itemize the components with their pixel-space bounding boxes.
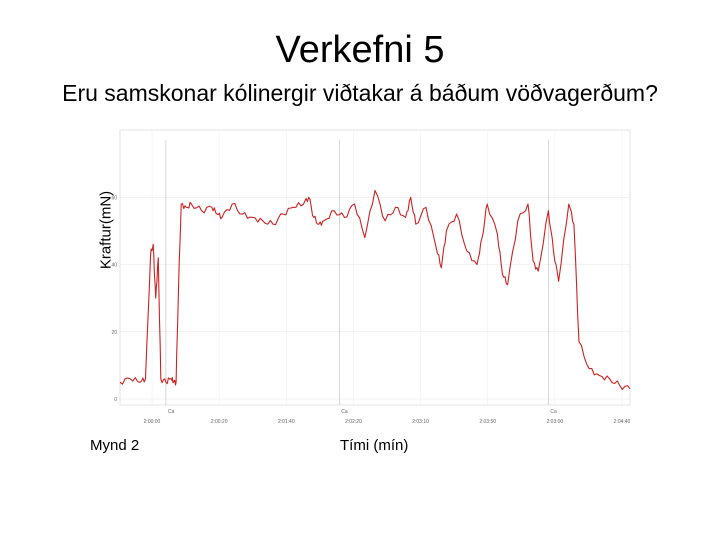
event-marker-label: Ca (341, 409, 348, 415)
series-lines (119, 189, 631, 390)
x-ticks: 2:00:00 2:00:20 2:01:40 2:02:20 2:03:10 2:03:… (144, 419, 631, 425)
figure-caption: Mynd 2 (90, 437, 140, 454)
plot-area (119, 129, 631, 406)
x-tick-label: 2:03:10 (412, 419, 429, 425)
event-marker-label: Ca (550, 409, 557, 415)
y-tick-label: 0 (114, 397, 117, 403)
x-tick-label: 2:01:40 (278, 419, 295, 425)
x-axis-label: Tími (mín) (340, 437, 409, 454)
y-tick-label: 20 (111, 330, 117, 336)
event-marker-label: Ca (168, 409, 175, 415)
y-tick-label: 60 (111, 195, 117, 201)
y-ticks: 0 20 40 60 (111, 195, 117, 403)
slide-subtitle: Eru samskonar kólinergir viðtakar á báðu… (62, 80, 658, 106)
grid-lines (120, 130, 630, 405)
y-tick-label: 40 (111, 263, 117, 269)
x-tick-label: 2:03:00 (547, 419, 564, 425)
x-tick-label: 2:00:00 (144, 419, 161, 425)
x-tick-label: 2:03:50 (479, 419, 496, 425)
series-line (119, 189, 631, 390)
slide-title: Verkefni 5 (275, 29, 445, 71)
x-tick-label: 2:00:20 (211, 419, 228, 425)
plot-background (119, 129, 631, 406)
x-tick-label: 2:02:20 (345, 419, 362, 425)
event-markers: Ca Ca Ca (165, 140, 557, 415)
x-tick-label: 2:04:40 (614, 419, 631, 425)
